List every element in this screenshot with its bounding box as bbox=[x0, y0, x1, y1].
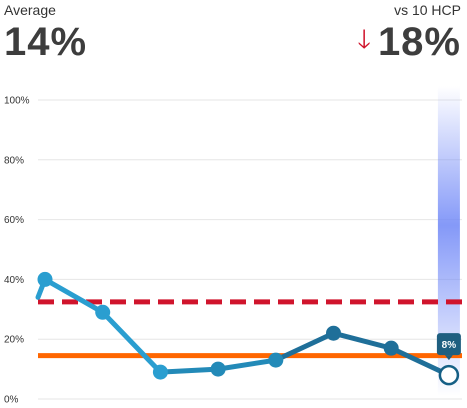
y-axis-ticks: 0% 20% 40% 60% 80% 100% bbox=[4, 96, 30, 406]
data-point bbox=[210, 361, 226, 377]
comparison-value-group: 🡓 18% bbox=[357, 20, 461, 65]
series-line-segment bbox=[273, 330, 336, 363]
y-tick-label: 100% bbox=[4, 96, 30, 107]
average-label: Average bbox=[4, 2, 56, 18]
data-point bbox=[383, 340, 399, 356]
series-line-segment bbox=[331, 330, 394, 351]
comparison-value: 18% bbox=[377, 20, 461, 64]
y-tick-label: 60% bbox=[4, 215, 24, 226]
highlight-column bbox=[437, 86, 460, 396]
y-tick-label: 0% bbox=[4, 395, 19, 406]
highlight-band bbox=[437, 86, 460, 396]
series-line-segment bbox=[215, 357, 279, 372]
data-point bbox=[268, 352, 284, 368]
y-tick-label: 80% bbox=[4, 155, 24, 166]
data-label-box bbox=[436, 333, 461, 356]
series-line-segment bbox=[157, 366, 221, 375]
data-series bbox=[35, 271, 460, 386]
series-line-segment bbox=[42, 276, 106, 315]
y-tick-label: 40% bbox=[4, 275, 24, 286]
grid-lines bbox=[38, 99, 462, 400]
y-tick-label: 20% bbox=[4, 335, 24, 346]
data-point bbox=[152, 364, 168, 380]
data-point bbox=[326, 325, 341, 341]
highlighted-data-point bbox=[438, 364, 460, 386]
data-point bbox=[95, 304, 111, 320]
comparison-label: vs 10 HCP bbox=[394, 2, 461, 18]
data-label-text: 8% bbox=[442, 340, 457, 351]
down-arrow-icon: 🡓 bbox=[357, 23, 372, 54]
average-value: 14% bbox=[4, 20, 88, 64]
data-label-pointer bbox=[444, 355, 453, 361]
highlight-data-label: 8% bbox=[436, 333, 461, 361]
series-line-segment bbox=[388, 345, 452, 378]
series-line-segment bbox=[100, 309, 163, 375]
data-point bbox=[37, 271, 53, 287]
